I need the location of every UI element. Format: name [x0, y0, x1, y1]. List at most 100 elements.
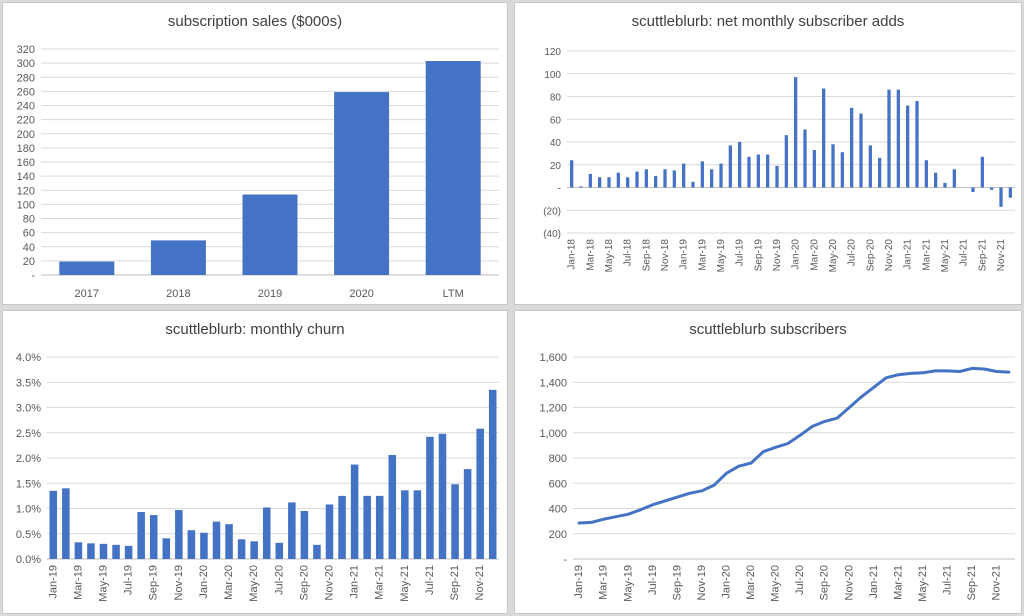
x-tick-label: May-19 [98, 565, 110, 602]
bar [850, 107, 854, 188]
x-tick-label: Mar-19 [72, 565, 84, 600]
y-tick-label: 280 [17, 72, 35, 84]
x-tick-label: Mar-21 [374, 565, 386, 600]
x-tick-label: Jul-19 [647, 565, 659, 595]
x-tick-label: May-20 [248, 565, 260, 602]
x-tick-label: Jul-18 [623, 239, 634, 267]
y-tick-label: 1.0% [16, 504, 41, 516]
x-tick-label: Nov-21 [474, 565, 486, 600]
x-tick-label: Mar-19 [697, 239, 708, 271]
bar [350, 464, 359, 559]
x-tick-label: Nov-21 [996, 239, 1007, 272]
y-tick-label: 600 [549, 478, 567, 490]
bar [325, 504, 334, 559]
x-tick-label: Mar-20 [223, 565, 235, 600]
bar [663, 169, 667, 188]
bar [654, 176, 658, 188]
x-tick-label: Sep-18 [641, 239, 652, 272]
y-tick-label: 1.5% [16, 478, 41, 490]
bar [237, 539, 246, 559]
x-tick-label: Sep-20 [819, 565, 831, 600]
bar [242, 194, 298, 275]
bar [338, 495, 346, 559]
y-tick-label: 200 [17, 129, 35, 141]
bar [124, 545, 133, 559]
x-tick-label: Mar-21 [921, 239, 932, 271]
x-tick-label: Jul-21 [424, 565, 436, 595]
x-tick-label: Jul-19 [735, 239, 746, 267]
bar [878, 157, 882, 188]
bar [288, 502, 296, 559]
bar [49, 490, 58, 559]
bar [212, 521, 221, 559]
x-tick-label: Mar-21 [892, 565, 904, 600]
x-tick-label: Sep-19 [753, 239, 764, 272]
bar [149, 515, 158, 559]
bar [766, 154, 770, 188]
bar [175, 510, 183, 559]
bar [812, 149, 816, 188]
y-tick-label: 300 [17, 58, 35, 70]
x-tick-label: Sep-21 [977, 239, 988, 272]
bar [626, 177, 630, 188]
y-tick-label: 220 [17, 115, 35, 127]
bar [616, 172, 620, 188]
y-tick-label: 800 [549, 453, 567, 465]
y-tick-label: 320 [17, 44, 35, 56]
bar [388, 454, 397, 559]
bar [570, 160, 574, 188]
series-line [577, 366, 1011, 525]
x-tick-label: May-21 [399, 565, 411, 602]
y-tick-label: - [558, 184, 561, 195]
y-tick-label: - [563, 554, 567, 566]
bar [943, 182, 947, 188]
bar [438, 433, 447, 559]
bar [822, 88, 826, 188]
y-tick-label: 100 [544, 70, 561, 81]
x-tick-label: Jul-20 [273, 565, 285, 595]
x-tick-label: Jan-20 [791, 239, 802, 270]
chart-panel-net-adds: scuttleblurb: net monthly subscriber add… [514, 2, 1022, 305]
x-tick-label: LTM [443, 288, 464, 300]
y-tick-label: - [31, 270, 35, 282]
x-tick-label: Mar-20 [745, 565, 757, 600]
bar [775, 165, 779, 188]
bar [225, 524, 233, 559]
y-tick-label: 1,200 [539, 403, 567, 415]
x-tick-label: Sep-20 [298, 565, 310, 600]
bar [401, 490, 409, 559]
x-tick-label: Jan-18 [567, 239, 578, 270]
bar [896, 89, 900, 188]
bar [794, 77, 798, 188]
bar [451, 484, 459, 559]
y-tick-label: 80 [550, 93, 562, 104]
x-tick-label: Jul-21 [959, 239, 970, 267]
bar [644, 169, 648, 188]
bar [859, 113, 863, 188]
chart-panel-subscribers: scuttleblurb subscribers - 200 400 600 800 1,… [514, 310, 1022, 614]
bar [906, 105, 910, 188]
x-tick-label: May-20 [828, 239, 839, 273]
y-tick-label: 260 [17, 86, 35, 98]
bar [476, 428, 484, 559]
x-tick-label: Sep-19 [671, 565, 683, 600]
x-tick-label: Jan-21 [349, 565, 361, 599]
x-tick-label: Jan-21 [903, 239, 914, 270]
x-tick-label: May-19 [622, 565, 634, 602]
y-tick-label: 100 [17, 199, 35, 211]
x-tick-label: Jul-20 [847, 239, 858, 267]
chart-title: subscription sales ($000s) [167, 13, 343, 30]
bar [250, 541, 258, 559]
bar [682, 163, 686, 188]
bar [1008, 187, 1012, 198]
bar [59, 261, 115, 275]
x-tick-label: Sep-19 [148, 565, 160, 600]
bar [738, 142, 742, 188]
bar [99, 543, 108, 559]
x-tick-label: Nov-20 [884, 239, 895, 272]
y-tick-label: 1,400 [539, 377, 567, 389]
chart-title: scuttleblurb subscribers [689, 321, 847, 338]
bar [262, 507, 271, 559]
bar [803, 129, 807, 188]
y-tick-label: (20) [543, 206, 561, 217]
